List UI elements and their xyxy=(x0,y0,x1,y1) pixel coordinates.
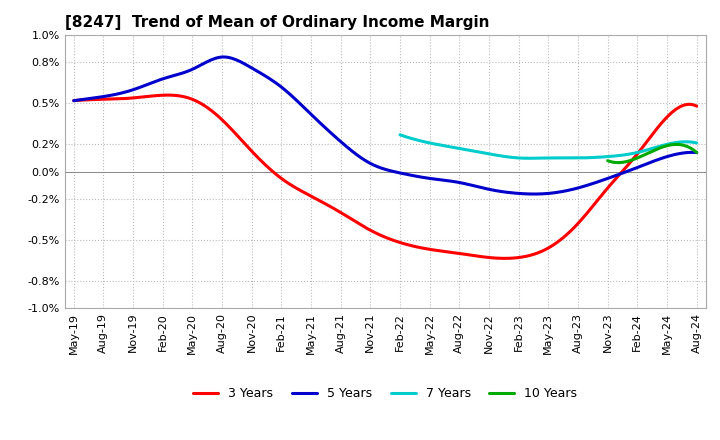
5 Years xyxy=(693,150,701,155)
10 Years xyxy=(657,145,665,150)
5 Years xyxy=(440,178,449,183)
5 Years xyxy=(442,178,451,183)
7 Years xyxy=(397,132,405,138)
3 Years xyxy=(442,249,451,254)
7 Years xyxy=(572,155,581,161)
10 Years xyxy=(693,150,701,155)
10 Years xyxy=(603,158,612,163)
10 Years xyxy=(613,160,622,165)
7 Years xyxy=(573,155,582,161)
3 Years xyxy=(500,256,509,261)
Legend: 3 Years, 5 Years, 7 Years, 10 Years: 3 Years, 5 Years, 7 Years, 10 Years xyxy=(188,382,582,405)
10 Years xyxy=(679,143,688,148)
Line: 10 Years: 10 Years xyxy=(608,144,697,163)
5 Years xyxy=(453,180,462,185)
5 Years xyxy=(69,98,78,103)
3 Years xyxy=(638,145,647,150)
3 Years xyxy=(453,250,462,256)
3 Years xyxy=(71,98,80,103)
Line: 3 Years: 3 Years xyxy=(73,95,697,258)
7 Years xyxy=(647,146,655,151)
7 Years xyxy=(693,140,701,146)
3 Years xyxy=(69,98,78,103)
10 Years xyxy=(603,158,612,163)
5 Years xyxy=(220,54,228,59)
7 Years xyxy=(578,155,587,161)
10 Years xyxy=(657,145,665,150)
3 Years xyxy=(693,103,701,109)
5 Years xyxy=(71,98,80,103)
3 Years xyxy=(598,191,607,196)
3 Years xyxy=(440,249,449,254)
7 Years xyxy=(665,141,674,147)
5 Years xyxy=(530,191,539,197)
Line: 5 Years: 5 Years xyxy=(73,57,697,194)
10 Years xyxy=(658,144,667,150)
5 Years xyxy=(638,163,647,168)
10 Years xyxy=(685,145,693,150)
Text: [8247]  Trend of Mean of Ordinary Income Margin: [8247] Trend of Mean of Ordinary Income … xyxy=(65,15,490,30)
7 Years xyxy=(396,132,405,137)
5 Years xyxy=(598,177,607,183)
Line: 7 Years: 7 Years xyxy=(400,135,697,158)
3 Years xyxy=(163,92,172,98)
7 Years xyxy=(526,156,534,161)
10 Years xyxy=(672,142,681,147)
